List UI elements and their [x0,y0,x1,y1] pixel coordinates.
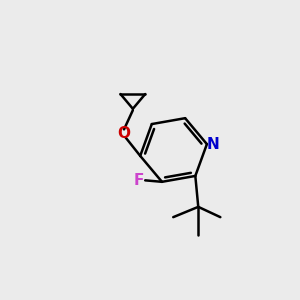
Text: F: F [134,173,145,188]
Text: O: O [118,126,130,141]
Text: N: N [207,136,220,152]
